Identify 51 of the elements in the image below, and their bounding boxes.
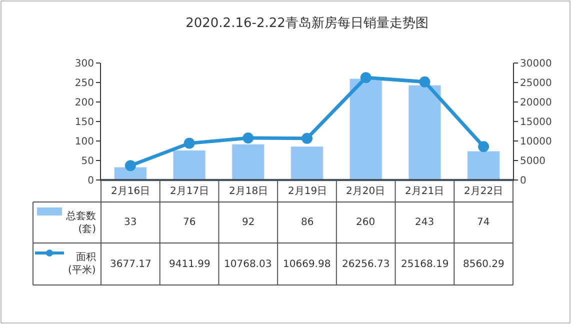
y-tick-label: 100 bbox=[74, 136, 94, 148]
data-label: 92 bbox=[242, 217, 255, 228]
data-label: 33 bbox=[124, 217, 137, 228]
y-tick-label: 300 bbox=[74, 58, 94, 70]
x-tick-label: 2月16日 bbox=[111, 186, 150, 197]
y2-tick-label: 0 bbox=[520, 176, 526, 186]
y2-tick-label: 25000 bbox=[520, 78, 552, 89]
y2-tick-label: 5000 bbox=[520, 156, 546, 167]
data-label: 260 bbox=[356, 217, 376, 228]
y-tick-label: 250 bbox=[74, 78, 94, 89]
data-label: 243 bbox=[415, 217, 434, 228]
chart-title: 2020.2.16-2.22青岛新房每日销量走势图 bbox=[186, 15, 428, 32]
data-label: 26256.73 bbox=[342, 259, 390, 270]
y2-tick-label: 20000 bbox=[520, 98, 552, 108]
point bbox=[478, 141, 490, 152]
y2-tick-label: 15000 bbox=[520, 117, 552, 128]
point bbox=[242, 132, 254, 144]
x-tick-label: 2月21日 bbox=[405, 186, 444, 197]
point bbox=[360, 72, 372, 84]
y-tick-label: 200 bbox=[74, 98, 94, 108]
point bbox=[124, 160, 136, 172]
bar bbox=[408, 84, 442, 180]
y-tick-label: 150 bbox=[74, 117, 94, 128]
point bbox=[184, 138, 195, 149]
y-tick-label: 50 bbox=[81, 156, 94, 167]
bar bbox=[349, 78, 382, 180]
y-tick-label: 0 bbox=[88, 176, 94, 186]
data-label: 10768.03 bbox=[224, 259, 272, 270]
x-tick-label: 2月22日 bbox=[464, 186, 504, 197]
data-label: 9411.99 bbox=[169, 259, 210, 270]
y2-tick-label: 10000 bbox=[520, 136, 552, 148]
x-tick-label: 2月18日 bbox=[229, 186, 268, 197]
point bbox=[302, 132, 312, 144]
legend-label: 面积 (平米) bbox=[68, 252, 96, 276]
point bbox=[419, 76, 430, 88]
x-tick-label: 2月17日 bbox=[170, 186, 210, 197]
data-label: 25168.19 bbox=[401, 259, 449, 270]
data-label: 76 bbox=[183, 217, 196, 228]
bar bbox=[172, 150, 206, 180]
data-label: 10669.98 bbox=[283, 259, 331, 270]
data-label: 74 bbox=[477, 217, 490, 228]
bar bbox=[467, 150, 500, 180]
data-label: 8560.29 bbox=[463, 259, 504, 270]
x-tick-label: 2月20日 bbox=[346, 186, 386, 197]
bar bbox=[290, 146, 324, 180]
data-label: 3677.17 bbox=[110, 259, 152, 270]
x-tick-label: 2月19日 bbox=[288, 186, 328, 197]
bar bbox=[232, 144, 265, 180]
legend-label: 总套数 (套) bbox=[65, 210, 96, 235]
y2-tick-label: 30000 bbox=[520, 58, 552, 70]
data-label: 86 bbox=[301, 217, 314, 228]
